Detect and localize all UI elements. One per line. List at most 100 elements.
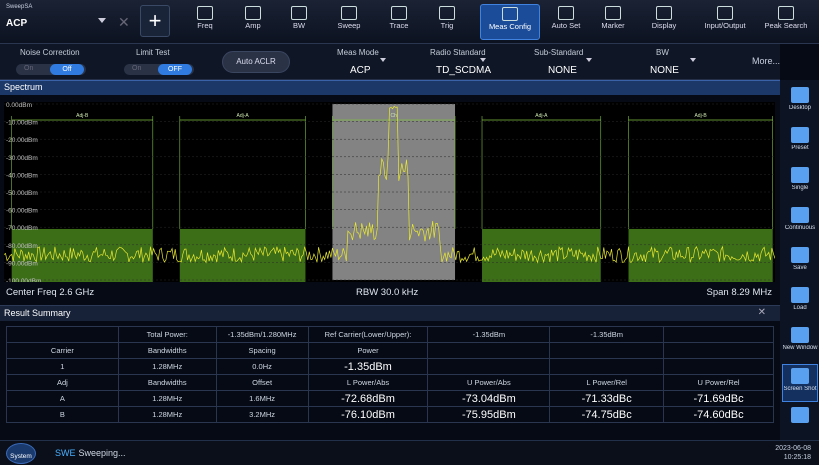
auto-set-icon bbox=[558, 6, 574, 20]
table-header: Carrier bbox=[6, 342, 119, 359]
toolbar-label: BW bbox=[292, 21, 306, 30]
limit-test-on: On bbox=[132, 65, 142, 72]
spectrum-plot[interactable]: Adj-B Adj-A Ch Adj-A Adj-B 0.00dBm -10.00dBm -2… bbox=[4, 102, 775, 282]
sidebar-screen-shot-button[interactable]: Screen Shot bbox=[782, 364, 818, 402]
table-cell: 1.28MHz bbox=[117, 390, 217, 407]
toolbar-peak-search-button[interactable]: Peak Search bbox=[758, 4, 814, 40]
radio-standard-label: Radio Standard bbox=[430, 48, 486, 57]
toolbar-freq-button[interactable]: Freq bbox=[190, 4, 220, 40]
table-cell: 1 bbox=[6, 358, 119, 375]
close-icon[interactable]: ✕ bbox=[757, 307, 766, 318]
adj-header-row: Adj Bandwidths Offset L Power/Abs U Powe… bbox=[6, 374, 774, 391]
sidebar-load-button[interactable]: Load bbox=[782, 284, 818, 322]
chevron-down-icon bbox=[480, 58, 486, 62]
bw-label: BW bbox=[656, 48, 669, 57]
toolbar-input-output-button[interactable]: Input/Output bbox=[698, 4, 752, 40]
noise-correction-on: On bbox=[24, 65, 34, 72]
table-cell: 1.28MHz bbox=[117, 358, 217, 375]
top-toolbar: SweepSA ACP ✕ + Freq Amp BW Sweep Trace Trig M… bbox=[0, 0, 819, 44]
y-tick-label: -20.00dBm bbox=[6, 137, 38, 144]
sidebar-continuous-button[interactable]: Continuous bbox=[782, 204, 818, 242]
meas-mode-dropdown[interactable]: ACP bbox=[350, 65, 371, 76]
sidebar-label: Save bbox=[793, 265, 807, 271]
sidebar-preset-button[interactable]: Preset bbox=[782, 124, 818, 162]
toolbar-bw-button[interactable]: BW bbox=[284, 4, 314, 40]
rbw-readout: RBW 30.0 kHz bbox=[356, 287, 419, 298]
table-cell: -71.33dBc bbox=[549, 390, 665, 407]
continuous-icon bbox=[791, 207, 809, 223]
table-row: B 1.28MHz 3.2MHz -76.10dBm -75.95dBm -74… bbox=[6, 406, 774, 423]
sidebar-save-button[interactable]: Save bbox=[782, 244, 818, 282]
meas-mode-label: Meas Mode bbox=[337, 48, 379, 57]
sidebar-label: New Window bbox=[782, 345, 818, 351]
table-cell: -73.04dBm bbox=[427, 390, 551, 407]
table-header: Adj bbox=[6, 374, 119, 391]
table-header: Power bbox=[307, 342, 429, 359]
y-tick-label: -10.00dBm bbox=[6, 120, 38, 127]
control-bar: Noise Correction On Off Limit Test On OF… bbox=[0, 44, 780, 80]
desktop-icon bbox=[791, 87, 809, 103]
channel-label: Adj-B bbox=[694, 113, 707, 119]
toolbar-auto-set-button[interactable]: Auto Set bbox=[546, 4, 586, 40]
system-button[interactable]: System bbox=[6, 443, 36, 464]
meas-config-icon bbox=[502, 7, 518, 21]
toolbar-meas-config-button[interactable]: Meas Config bbox=[480, 4, 540, 40]
right-sidebar: Desktop Preset Single Continuous Save Load New… bbox=[780, 80, 819, 440]
sidebar-label: Single bbox=[791, 185, 809, 191]
ref-carrier-upper: -1.35dBm bbox=[549, 326, 665, 343]
sidebar-desktop-button[interactable]: Desktop bbox=[782, 84, 818, 122]
spectrum-header: Spectrum bbox=[0, 80, 780, 95]
toolbar-label: Auto Set bbox=[551, 21, 581, 30]
display-icon bbox=[656, 6, 672, 20]
table-cell: -72.68dBm bbox=[307, 390, 429, 407]
sub-standard-label: Sub-Standard bbox=[534, 48, 584, 57]
y-tick-label: -100.00dBm bbox=[6, 278, 41, 282]
time: 10:25:18 bbox=[783, 454, 811, 461]
auto-aclr-button[interactable]: Auto ACLR bbox=[222, 51, 290, 73]
toolbar-label: Sweep bbox=[337, 21, 361, 30]
sidebar-label: Continuous bbox=[784, 225, 816, 231]
center-freq: Center Freq 2.6 GHz bbox=[6, 287, 95, 298]
mode-tag: SWE bbox=[55, 448, 76, 458]
limit-test-toggle[interactable]: On OFF bbox=[124, 64, 194, 75]
chevron-down-icon bbox=[98, 18, 106, 23]
sidebar-new-window-button[interactable]: New Window bbox=[782, 324, 818, 362]
y-tick-label: -40.00dBm bbox=[6, 172, 38, 179]
sidebar-label: Screen Shot bbox=[783, 386, 817, 392]
toolbar-display-button[interactable]: Display bbox=[642, 4, 686, 40]
more-button[interactable]: More... bbox=[752, 56, 781, 66]
table-header: U Power/Abs bbox=[427, 374, 551, 391]
table-cell: 1.6MHz bbox=[215, 390, 309, 407]
app-selector[interactable]: SweepSA ACP bbox=[4, 4, 108, 40]
noise-correction-toggle[interactable]: On Off bbox=[16, 64, 86, 75]
toolbar-sweep-button[interactable]: Sweep bbox=[332, 4, 366, 40]
input-output-icon bbox=[717, 6, 733, 20]
toolbar-label: Input/Output bbox=[704, 21, 746, 30]
bw-dropdown[interactable]: NONE bbox=[650, 65, 679, 76]
noise-correction-label: Noise Correction bbox=[20, 48, 80, 57]
sub-standard-dropdown[interactable]: NONE bbox=[548, 65, 577, 76]
chevron-down-icon bbox=[690, 58, 696, 62]
table-header: U Power/Rel bbox=[663, 374, 774, 391]
peak-search-icon bbox=[778, 6, 794, 20]
sidebar-single-button[interactable]: Single bbox=[782, 164, 818, 202]
noise-correction-off: Off bbox=[50, 64, 84, 75]
carrier-header-row: Carrier Bandwidths Spacing Power bbox=[6, 342, 774, 359]
adjacent-channel-band bbox=[11, 228, 153, 282]
sidebar-settings-button[interactable] bbox=[782, 404, 818, 442]
table-cell: -1.35dBm bbox=[307, 358, 429, 375]
toolbar-trig-button[interactable]: Trig bbox=[430, 4, 464, 40]
radio-standard-dropdown[interactable]: TD_SCDMA bbox=[436, 65, 492, 76]
table-header: L Power/Rel bbox=[549, 374, 665, 391]
toolbar-amp-button[interactable]: Amp bbox=[236, 4, 270, 40]
toolbar-marker-button[interactable]: Marker bbox=[594, 4, 632, 40]
status-text: SWE Sweeping... bbox=[55, 448, 126, 458]
toolbar-label: Marker bbox=[601, 21, 625, 30]
toolbar-trace-button[interactable]: Trace bbox=[382, 4, 416, 40]
add-window-button[interactable]: + bbox=[140, 5, 170, 37]
y-tick-label: -50.00dBm bbox=[6, 190, 38, 197]
amp-icon bbox=[245, 6, 261, 20]
y-tick-label: -80.00dBm bbox=[6, 243, 38, 250]
close-icon[interactable]: ✕ bbox=[118, 14, 130, 30]
total-power-value: -1.35dBm/1.280MHz bbox=[215, 326, 309, 343]
